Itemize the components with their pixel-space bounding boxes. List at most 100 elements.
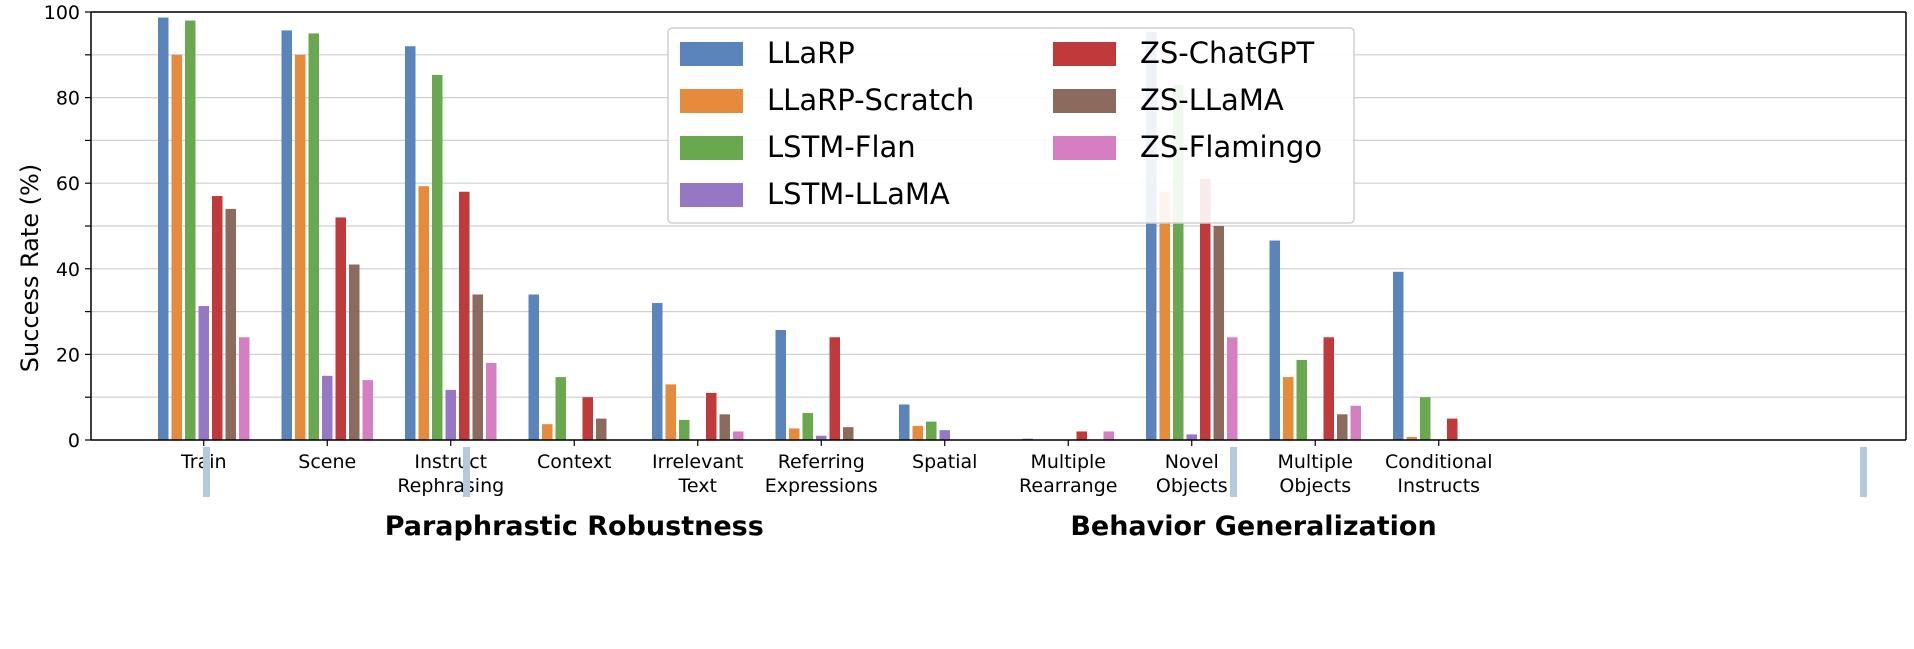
legend-label: ZS-Flamingo <box>1140 130 1322 164</box>
legend-swatch <box>1053 136 1116 160</box>
bar-lstm-llama-5 <box>816 435 827 440</box>
bar-lstm-flan-4 <box>679 419 690 440</box>
x-tick-label: Novel Objects <box>1156 451 1228 497</box>
bar-lstm-flan-1 <box>308 33 319 441</box>
y-axis-label: Success Rate (%) <box>16 164 44 372</box>
bar-llarp-scratch-2 <box>418 186 429 440</box>
x-tick-label: Conditional Instructs <box>1385 451 1493 497</box>
bar-llarp-4 <box>652 303 663 440</box>
bar-zs-chatgpt-8 <box>1200 178 1211 441</box>
legend-label: ZS-LLaMA <box>1140 83 1284 117</box>
bar-zs-chatgpt-0 <box>212 196 223 440</box>
x-tick-label: Referring Expressions <box>765 451 878 497</box>
bar-zs-chatgpt-5 <box>829 337 840 440</box>
bar-llarp-3 <box>528 294 539 440</box>
bar-zs-flamingo-2 <box>486 362 497 440</box>
legend-label: LLaRP-Scratch <box>767 83 974 117</box>
x-tick-label: Spatial <box>912 451 977 473</box>
bar-llarp-scratch-9 <box>1283 377 1294 440</box>
x-tick-label: Irrelevant Text <box>652 451 744 497</box>
x-tick-label: Multiple Objects <box>1278 451 1353 497</box>
legend-swatch <box>1053 89 1116 113</box>
bar-zs-chatgpt-2 <box>459 191 470 440</box>
bar-lstm-flan-8 <box>1173 84 1184 440</box>
bar-zs-chatgpt-1 <box>335 217 346 440</box>
bars <box>158 17 1458 441</box>
y-tick-labels: 0 20 40 60 80 100 <box>44 2 80 452</box>
bar-llarp-scratch-1 <box>295 54 306 441</box>
bar-zs-llama-3 <box>596 418 607 440</box>
bar-llarp-2 <box>405 46 416 441</box>
bar-llarp-scratch-8 <box>1159 191 1170 440</box>
bar-lstm-flan-2 <box>432 74 443 440</box>
bar-zs-llama-9 <box>1337 414 1348 440</box>
bar-zs-llama-0 <box>225 208 236 440</box>
bar-zs-flamingo-8 <box>1227 337 1238 440</box>
bar-zs-chatgpt-3 <box>582 397 593 440</box>
bar-llarp-8 <box>1146 31 1157 441</box>
bar-zs-llama-8 <box>1213 226 1224 440</box>
bar-llarp-10 <box>1393 271 1404 440</box>
bar-lstm-flan-5 <box>802 413 813 440</box>
group-labels: Paraphrastic Robustness Behavior Generali… <box>203 447 1867 542</box>
bar-zs-flamingo-9 <box>1350 405 1361 440</box>
legend-label: LLaRP <box>767 36 855 70</box>
bar-llarp-scratch-6 <box>912 425 923 440</box>
bar-lstm-flan-10 <box>1420 397 1431 440</box>
y-tick-label: 40 <box>56 259 80 281</box>
axes <box>85 11 1907 446</box>
bar-zs-llama-4 <box>719 414 730 440</box>
bar-lstm-llama-6 <box>939 430 950 440</box>
bar-llarp-scratch-0 <box>171 54 182 441</box>
x-tick-labels: TrainSceneInstructRephrasingContextIrrel… <box>180 451 1493 497</box>
bar-lstm-flan-6 <box>926 421 937 440</box>
bar-llarp-0 <box>158 17 169 441</box>
legend-label: LSTM-LLaMA <box>767 177 950 211</box>
legend-swatch <box>680 42 743 66</box>
bar-lstm-llama-1 <box>322 375 333 440</box>
bar-zs-chatgpt-9 <box>1323 337 1334 440</box>
legend-swatch <box>680 183 743 207</box>
group-separator <box>1860 447 1867 497</box>
bar-llarp-9 <box>1269 240 1280 440</box>
bar-lstm-flan-9 <box>1296 359 1307 440</box>
y-tick-label: 80 <box>56 88 80 110</box>
x-tick-label: Scene <box>298 451 356 473</box>
bar-llarp-scratch-3 <box>542 424 553 440</box>
group-separator <box>203 447 210 497</box>
bar-lstm-llama-2 <box>445 389 456 440</box>
x-tick-label: Instruct Rephrasing <box>397 451 504 497</box>
x-tick-label: Context <box>537 451 611 473</box>
bar-llarp-scratch-4 <box>665 384 676 440</box>
bar-llarp-scratch-10 <box>1406 437 1417 440</box>
y-tick-label: 20 <box>56 344 80 366</box>
group-label: Paraphrastic Robustness <box>385 511 764 542</box>
bar-zs-chatgpt-4 <box>706 392 717 440</box>
legend-swatch <box>1053 42 1116 66</box>
bar-zs-chatgpt-7 <box>1076 431 1087 440</box>
y-tick-label: 0 <box>68 430 80 452</box>
y-tick-label: 60 <box>56 173 80 195</box>
bar-llarp-5 <box>775 330 786 440</box>
bar-zs-flamingo-7 <box>1103 431 1114 440</box>
legend-label: LSTM-Flan <box>767 130 916 164</box>
legend-swatch <box>680 136 743 160</box>
bar-llarp-1 <box>281 30 292 441</box>
y-tick-label: 100 <box>44 2 80 24</box>
bar-zs-flamingo-4 <box>733 431 744 440</box>
legend-label: ZS-ChatGPT <box>1140 36 1314 70</box>
bar-zs-llama-5 <box>843 427 854 440</box>
group-label: Behavior Generalization <box>1070 511 1436 542</box>
group-separator <box>463 447 470 497</box>
legend-box <box>667 27 1355 224</box>
bar-lstm-flan-0 <box>185 20 196 441</box>
bar-zs-llama-2 <box>472 294 483 440</box>
legend: LLaRP LLaRP-Scratch LSTM-Flan LSTM-LLaMA ZS-… <box>667 27 1355 224</box>
x-tick-label: Multiple Rearrange <box>1019 451 1117 497</box>
bar-lstm-llama-8 <box>1186 434 1197 440</box>
bar-lstm-flan-3 <box>555 377 566 440</box>
bar-zs-flamingo-1 <box>362 380 373 440</box>
bar-zs-chatgpt-10 <box>1447 418 1458 440</box>
group-separator <box>1230 447 1237 497</box>
